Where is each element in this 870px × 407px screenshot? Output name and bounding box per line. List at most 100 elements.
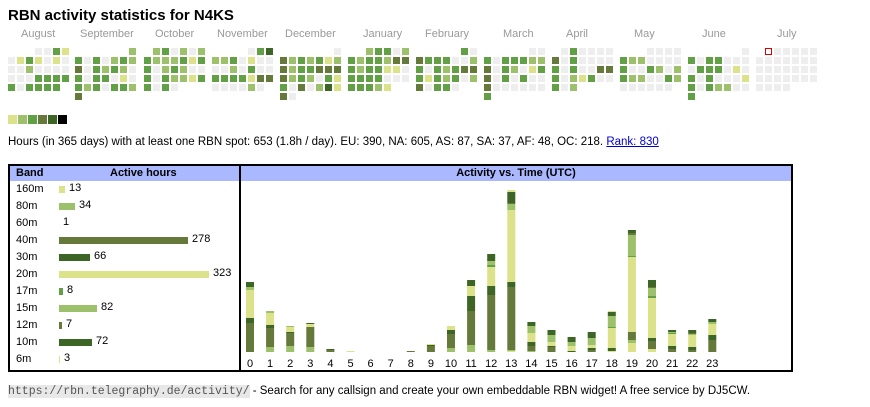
bar-segment-20m [567,346,576,351]
x-tick-label: 7 [388,358,394,370]
bar-segment-15m [527,326,536,333]
rank-link[interactable]: Rank: 830 [606,136,659,148]
day-cell [674,75,681,82]
day-cell [280,93,287,100]
day-cell [529,57,536,64]
bar-segment-10m [708,319,717,322]
x-tick-label: 8 [408,358,414,370]
day-cell [280,66,287,73]
day-cell [724,75,731,82]
band-hours-bar [59,237,188,244]
bar-segment-15m [286,346,295,352]
bar-segment-20m [688,335,697,347]
bar-segment-20m [547,342,556,346]
day-cell [180,75,187,82]
band-row: 80m 34 [10,198,239,215]
bar-segment-40m [487,295,496,350]
month-label: May [634,28,655,40]
day-cell [665,66,672,73]
day-cell [129,66,136,73]
day-cell [334,48,341,55]
day-cell [688,66,695,73]
day-cell [189,66,196,73]
day-cell [393,75,400,82]
bar-segment-10m [507,192,516,203]
bar-segment-15m [306,347,315,352]
day-cell [384,84,391,91]
bar-segment-15m [447,348,455,352]
day-cell [502,66,509,73]
day-cell [289,75,296,82]
bar-segment-20m [607,311,616,312]
day-cell [75,75,82,82]
band-table-header: Band Active hours [10,166,239,181]
day-cell [561,75,568,82]
day-cell [810,66,817,73]
day-cell [144,66,151,73]
day-cell [461,66,468,73]
activity-heatmap [0,0,870,110]
day-cell [688,93,695,100]
day-cell [416,75,423,82]
day-cell [62,48,69,55]
day-cell [493,84,500,91]
bar-segment-10m [246,282,254,287]
footer-url[interactable]: https://rbn.telegraphy.de/activity/ [8,385,250,398]
day-cell [75,93,82,100]
bar-segment-12m [648,287,656,288]
bar-segment-15m [627,340,636,343]
day-cell [280,75,287,82]
day-cell [715,66,722,73]
day-cell [102,57,109,64]
bar-segment-20m [467,286,476,296]
day-cell [84,66,91,73]
day-cell [248,75,255,82]
day-cell [93,84,100,91]
day-cell [348,57,355,64]
band-name: 40m [16,234,38,246]
month-label: June [702,28,726,40]
day-cell [307,57,314,64]
day-cell [434,66,441,73]
bar-segment-30m [507,282,516,287]
bar-segment-30m [467,296,476,311]
day-cell [316,75,323,82]
chart-plot: 0 1 2 3 4 5 6 7 8 9 10 11 12 13 14 15 16 17 18 19 20 21 22 23 [246,190,718,370]
day-cell [129,75,136,82]
day-cell [538,66,545,73]
day-cell [384,66,391,73]
day-cell [357,84,364,91]
bar-segment-20m [246,290,254,318]
bar-segment-15m [286,326,295,327]
day-cell [697,84,704,91]
day-cell [742,66,749,73]
bar-segment-30m [567,351,576,352]
bar-segment-10m [567,337,576,342]
band-column-header: Band [16,167,44,179]
day-cell [561,84,568,91]
day-cell [502,84,509,91]
day-cell [638,75,645,82]
day-cell [656,75,663,82]
day-cell [638,66,645,73]
day-cell [792,75,799,82]
band-hours-bar [59,186,65,193]
day-cell [552,84,559,91]
bar-segment-40m [527,346,536,351]
day-cell [801,48,808,55]
day-cell [384,48,391,55]
day-cell [384,75,391,82]
day-cell [334,66,341,73]
day-cell [239,66,246,73]
bar-segment-30m [527,342,536,346]
day-cell [189,48,196,55]
bar-segment-15m [527,351,536,352]
day-cell [8,84,15,91]
day-cell [538,48,545,55]
day-cell [144,84,151,91]
day-cell [144,75,151,82]
day-cell [529,66,536,73]
day-cell [239,84,246,91]
day-cell [674,66,681,73]
bar-segment-20m [648,349,656,352]
